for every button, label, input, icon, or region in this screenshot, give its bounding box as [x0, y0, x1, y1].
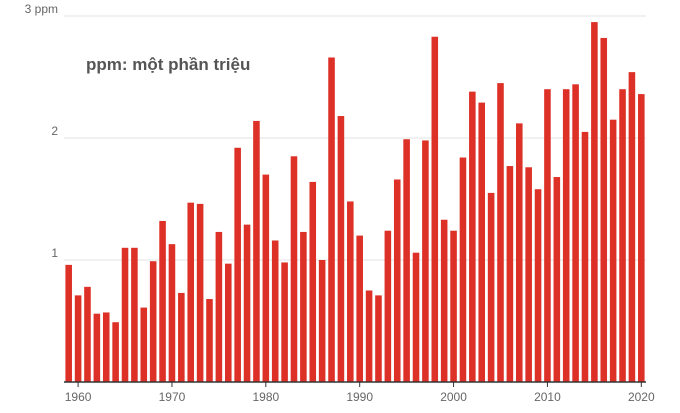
bar-2018 — [619, 89, 626, 382]
bar-1968 — [149, 261, 157, 382]
unit-annotation: ppm: một phần triệu — [86, 55, 251, 74]
x-tick-label: 2020 — [628, 390, 655, 404]
bar-1966 — [131, 247, 138, 382]
bar-2011 — [553, 177, 561, 382]
bar-2007 — [515, 123, 523, 383]
bar-1991 — [365, 290, 373, 382]
bar-2009 — [534, 189, 542, 382]
bars — [65, 22, 645, 383]
bar-1961 — [84, 286, 91, 382]
bar-1993 — [384, 230, 392, 382]
bar-1959 — [65, 264, 72, 382]
bar-2001 — [459, 157, 467, 382]
bar-1982 — [281, 262, 288, 382]
bar-1974 — [206, 299, 213, 382]
x-axis-ticks: 1960 1970 1980 1990 2000 2010 2020 — [65, 382, 655, 404]
bar-2010 — [544, 89, 551, 382]
bar-1995 — [403, 139, 410, 382]
bar-1989 — [347, 201, 354, 382]
x-tick-label: 2000 — [440, 390, 467, 404]
bar-2013 — [572, 84, 579, 382]
bar-1997 — [422, 140, 429, 382]
bar-2015 — [591, 22, 598, 382]
bar-1965 — [121, 247, 129, 382]
bar-2003 — [478, 102, 486, 383]
bar-1978 — [243, 224, 251, 382]
bar-1985 — [309, 181, 317, 382]
bar-2017 — [609, 119, 617, 382]
bar-2004 — [487, 192, 495, 382]
bar-1960 — [74, 295, 82, 382]
bar-1998 — [431, 36, 439, 383]
x-tick-label: 2010 — [534, 390, 561, 404]
bar-2008 — [525, 167, 532, 382]
y-tick-label: 2 — [51, 124, 58, 138]
bar-2019 — [628, 72, 636, 383]
bar-1971 — [178, 292, 185, 382]
y-tick-label: 3 ppm — [25, 2, 58, 16]
bar-1999 — [440, 219, 448, 382]
x-tick-label: 1980 — [252, 390, 279, 404]
y-axis-ticks: 3 ppm 2 1 — [25, 2, 59, 260]
bar-1984 — [300, 231, 307, 382]
bar-1969 — [159, 220, 166, 382]
bar-2012 — [562, 89, 570, 382]
bar-1986 — [318, 260, 326, 382]
bar-1976 — [224, 263, 232, 382]
bar-1970 — [168, 244, 176, 382]
x-tick-label: 1960 — [65, 390, 92, 404]
bar-2016 — [600, 37, 608, 383]
bar-1994 — [393, 179, 401, 382]
bar-1983 — [290, 156, 298, 382]
bar-1973 — [196, 203, 204, 382]
bar-1987 — [328, 57, 335, 382]
bar-1963 — [102, 312, 110, 382]
bar-1962 — [93, 313, 101, 382]
bar-1980 — [262, 174, 270, 382]
bar-2005 — [497, 83, 504, 382]
bar-2000 — [450, 230, 457, 382]
bar-1988 — [337, 116, 345, 382]
bar-1972 — [187, 202, 195, 382]
bar-2020 — [638, 94, 645, 382]
x-tick-label: 1990 — [346, 390, 373, 404]
bar-1964 — [112, 322, 119, 382]
bar-1996 — [412, 252, 420, 382]
x-tick-label: 1970 — [159, 390, 186, 404]
y-tick-label: 1 — [51, 246, 58, 260]
bar-1990 — [356, 235, 363, 382]
bar-1979 — [253, 120, 260, 383]
bar-1975 — [215, 231, 223, 382]
bar-1981 — [271, 240, 279, 382]
bar-2002 — [469, 91, 476, 382]
bar-1992 — [375, 295, 382, 382]
bar-1967 — [140, 307, 148, 382]
bar-2014 — [581, 131, 589, 382]
bar-1977 — [234, 147, 241, 382]
bar-2006 — [506, 166, 514, 382]
